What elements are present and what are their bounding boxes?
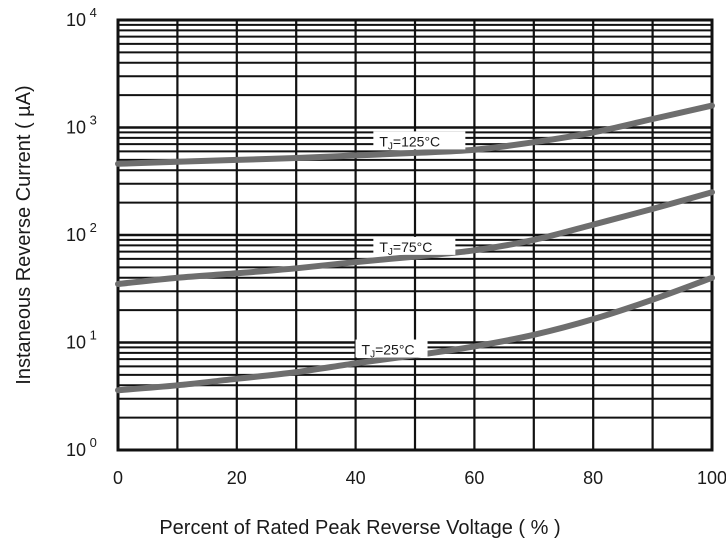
y-tick-label: 10 2 [66, 220, 97, 245]
y-tick-label: 10 0 [66, 435, 97, 460]
tick-labels: 0 20 40 60 80 100 10 0 10 1 10 2 10 3 10 4 [66, 5, 726, 488]
grid [116, 18, 714, 452]
curve-labels: TJ=125°C TJ=75°C TJ=25°C [355, 131, 466, 361]
curve-label: TJ=125°C [379, 133, 440, 152]
curve-label: TJ=75°C [379, 239, 432, 258]
x-tick-label: 40 [346, 468, 366, 488]
x-tick-label: 80 [583, 468, 603, 488]
x-tick-label: 100 [697, 468, 726, 488]
curve-label-backdrop [373, 236, 456, 255]
curve-label-backdrop [373, 131, 466, 150]
x-tick-label: 20 [227, 468, 247, 488]
x-tick-label: 60 [464, 468, 484, 488]
curve-label-backdrop [355, 339, 428, 358]
y-tick-label: 10 1 [66, 328, 97, 353]
series-curve-0 [115, 102, 715, 167]
x-axis-title: Percent of Rated Peak Reverse Voltage ( … [159, 517, 560, 539]
series-curve-1 [115, 189, 715, 287]
x-tick-label: 0 [113, 468, 123, 488]
plot-frame [116, 18, 714, 452]
curve-label: TJ=25°C [362, 342, 415, 361]
y-tick-label: 10 3 [66, 113, 97, 138]
y-tick-label: 10 4 [66, 5, 97, 30]
y-axis-title: Instaneous Reverse Current ( µA) [13, 85, 35, 384]
